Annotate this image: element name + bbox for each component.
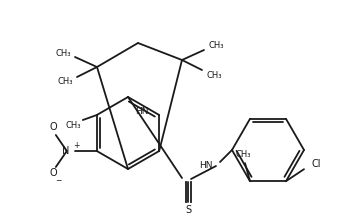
Text: +: +	[74, 140, 80, 149]
Text: −: −	[56, 176, 62, 186]
Text: HN: HN	[199, 161, 213, 171]
Text: CH₃: CH₃	[235, 150, 251, 159]
Text: N: N	[63, 146, 70, 156]
Text: S: S	[185, 205, 191, 215]
Text: O: O	[49, 122, 57, 132]
Text: O: O	[49, 168, 57, 178]
Text: CH₃: CH₃	[55, 48, 71, 58]
Text: Cl: Cl	[312, 159, 321, 169]
Text: CH₃: CH₃	[206, 70, 222, 80]
Text: CH₃: CH₃	[57, 78, 73, 87]
Text: CH₃: CH₃	[208, 41, 224, 50]
Text: CH₃: CH₃	[65, 122, 81, 130]
Text: HN: HN	[135, 107, 149, 116]
